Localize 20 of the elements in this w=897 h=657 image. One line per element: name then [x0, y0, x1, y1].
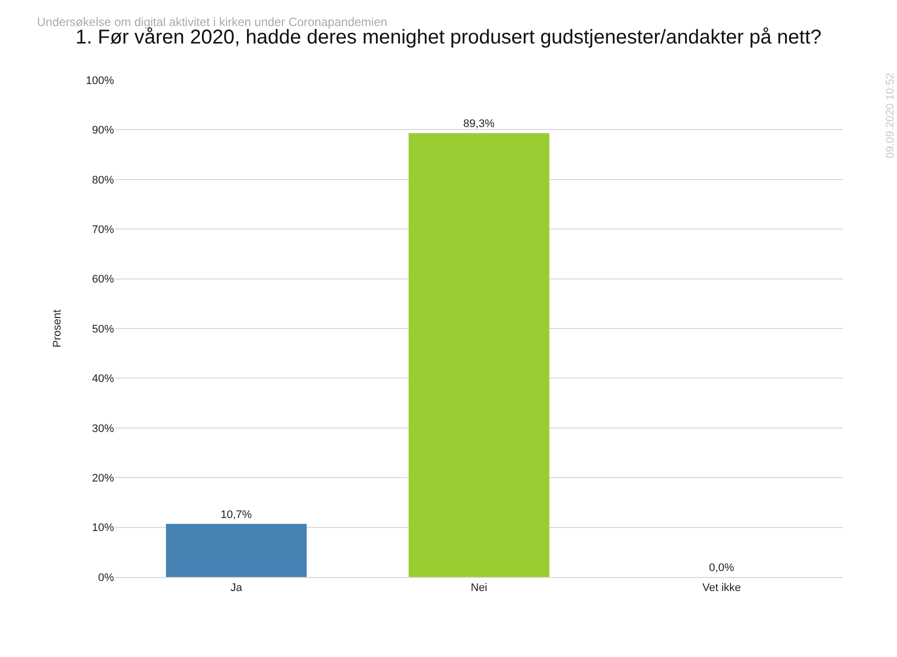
x-tick-label: Vet ikke — [702, 582, 741, 594]
y-tick-label: 50% — [92, 323, 114, 336]
y-tick-label: 0% — [98, 572, 114, 584]
data-label: 89,3% — [463, 118, 495, 130]
y-tick-label: 40% — [92, 373, 114, 386]
chart-title: 1. Før våren 2020, hadde deres menighet produsert gudstjenester/andakter på nett? — [75, 26, 822, 49]
y-tick-label: 10% — [92, 522, 114, 534]
y-tick-label: 30% — [92, 422, 114, 435]
y-tick-label: 90% — [92, 124, 114, 137]
y-tick-label: 80% — [92, 174, 114, 186]
x-tick-label: Nei — [470, 582, 488, 594]
data-label: 10,7% — [220, 508, 252, 521]
y-tick-label: 70% — [92, 224, 114, 236]
y-tick-label: 100% — [86, 74, 114, 87]
chart-subtitle: Undersøkelse om digital aktivitet i kirken under Coronapandemien — [37, 15, 388, 29]
data-label: 0,0% — [709, 562, 734, 574]
x-tick-label: Ja — [230, 582, 244, 594]
y-axis-title: Prosent — [52, 310, 64, 348]
y-tick-label: 60% — [92, 274, 114, 286]
y-tick-label: 20% — [92, 472, 114, 484]
